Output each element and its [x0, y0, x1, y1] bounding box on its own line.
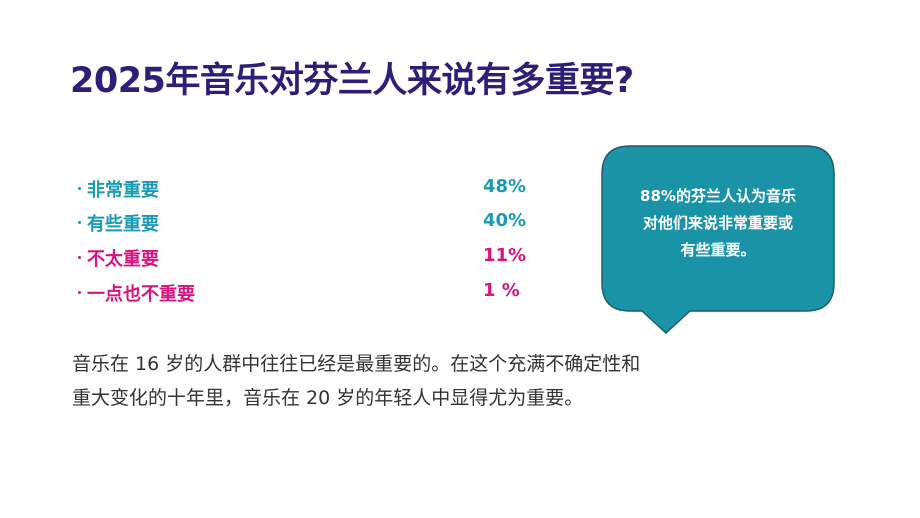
bullet — [78, 291, 81, 294]
speech-bubble — [601, 145, 835, 335]
callout-text: 88%的芬兰人认为音乐 对他们来说非常重要或 有些重要。 — [602, 183, 834, 264]
item-label: 不太重要 — [87, 249, 159, 270]
body-line: 音乐在 16 岁的人群中往往已经是最重要的。在这个充满不确定性和 — [72, 353, 641, 375]
item-label: 有些重要 — [87, 214, 159, 235]
callout-line: 对他们来说非常重要或 — [642, 214, 793, 232]
bullet — [78, 221, 81, 224]
slide-title: 2025年音乐对芬兰人来说有多重要? — [70, 61, 634, 101]
callout-line: 88%的芬兰人认为音乐 — [640, 187, 796, 205]
bullet — [78, 256, 81, 259]
body-text: 音乐在 16 岁的人群中往往已经是最重要的。在这个充满不确定性和 重大变化的十年… — [72, 347, 640, 415]
item-value: 48% — [483, 176, 527, 197]
item-value: 11% — [483, 245, 527, 266]
callout-line: 有些重要。 — [680, 241, 756, 259]
item-value: 1 % — [483, 280, 520, 301]
item-label: 一点也不重要 — [87, 284, 195, 305]
item-label: 非常重要 — [87, 180, 159, 201]
item-value: 40% — [483, 210, 527, 231]
body-line: 重大变化的十年里，音乐在 20 岁的年轻人中显得尤为重要。 — [72, 387, 584, 409]
bullet — [78, 187, 81, 190]
